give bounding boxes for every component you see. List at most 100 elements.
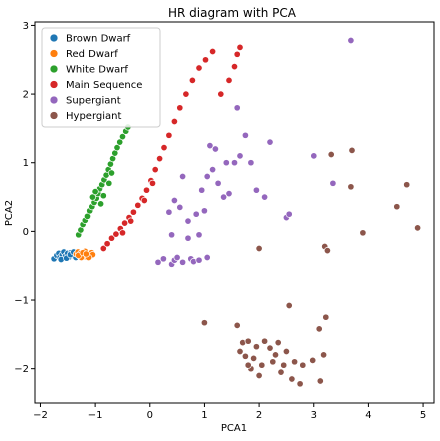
legend-label: Supergiant bbox=[66, 96, 121, 107]
data-point-supergiant bbox=[159, 255, 167, 263]
ticks-layer: −2 −1 0 1 2 3 4 5 −2 −1 0 1 2 3 bbox=[14, 21, 426, 421]
data-point-supergiant bbox=[179, 172, 187, 181]
data-point-supergiant bbox=[195, 231, 203, 239]
x-axis-label: PCA1 bbox=[221, 423, 247, 434]
data-point-supergiant bbox=[211, 145, 219, 153]
data-point-hypergiant bbox=[414, 224, 422, 232]
data-point-hypergiant bbox=[280, 361, 288, 369]
data-point-hypergiant bbox=[393, 203, 401, 211]
data-point-main-sequence bbox=[118, 229, 127, 237]
data-point-hypergiant bbox=[309, 356, 317, 364]
data-point-supergiant bbox=[225, 190, 233, 198]
data-point-main-sequence bbox=[225, 76, 233, 84]
data-point-main-sequence bbox=[99, 244, 107, 253]
data-point-main-sequence bbox=[127, 217, 135, 225]
data-point-supergiant bbox=[203, 253, 211, 262]
data-point-hypergiant bbox=[316, 377, 324, 385]
x-tick-label: 0 bbox=[147, 410, 153, 421]
data-point-main-sequence bbox=[188, 76, 196, 84]
data-point-supergiant bbox=[285, 210, 293, 218]
data-point-hypergiant bbox=[299, 361, 307, 369]
data-point-main-sequence bbox=[182, 90, 190, 98]
data-point-supergiant bbox=[176, 203, 184, 211]
data-point-hypergiant bbox=[266, 344, 274, 352]
data-point-hypergiant bbox=[296, 380, 304, 388]
data-point-white-dwarf bbox=[97, 200, 105, 208]
data-point-hypergiant bbox=[288, 375, 296, 383]
data-point-hypergiant bbox=[347, 183, 355, 191]
data-point-hypergiant bbox=[274, 339, 282, 347]
legend-marker bbox=[49, 95, 59, 105]
points-layer bbox=[50, 36, 422, 388]
data-point-supergiant bbox=[329, 179, 337, 187]
plot-frame bbox=[34, 21, 435, 404]
data-point-supergiant bbox=[230, 159, 239, 167]
legend-label: Hypergiant bbox=[66, 111, 121, 122]
data-point-supergiant bbox=[165, 208, 173, 216]
data-point-hypergiant bbox=[282, 347, 290, 356]
data-point-main-sequence bbox=[233, 50, 241, 58]
data-point-hypergiant bbox=[285, 301, 293, 310]
legend-marker bbox=[49, 64, 59, 74]
data-point-main-sequence bbox=[148, 179, 157, 187]
data-point-hypergiant bbox=[403, 181, 411, 189]
legend: Brown Dwarf Red Dwarf White Dwarf Main Sequ… bbox=[41, 27, 161, 128]
x-tick-label: 5 bbox=[420, 410, 426, 421]
x-tick-label: 2 bbox=[256, 410, 262, 421]
x-tick-label: −1 bbox=[88, 410, 103, 421]
data-point-hypergiant bbox=[255, 371, 263, 380]
data-point-hypergiant bbox=[348, 146, 356, 154]
data-point-white-dwarf bbox=[99, 192, 107, 200]
data-point-white-dwarf bbox=[116, 138, 124, 146]
legend-label: White Dwarf bbox=[66, 65, 128, 76]
data-point-hypergiant bbox=[255, 244, 263, 253]
data-point-supergiant bbox=[220, 193, 228, 201]
data-point-supergiant bbox=[214, 179, 222, 187]
data-point-supergiant bbox=[170, 196, 178, 205]
data-point-main-sequence bbox=[195, 64, 203, 72]
data-point-main-sequence bbox=[236, 43, 244, 51]
legend-label: Red Dwarf bbox=[66, 49, 118, 60]
data-point-main-sequence bbox=[165, 131, 173, 139]
legend-marker bbox=[49, 49, 59, 58]
data-point-hypergiant bbox=[250, 354, 258, 362]
data-point-supergiant bbox=[200, 207, 208, 215]
data-point-supergiant bbox=[252, 186, 260, 194]
data-point-supergiant bbox=[209, 166, 217, 174]
data-point-hypergiant bbox=[200, 319, 208, 327]
data-point-main-sequence bbox=[151, 166, 159, 174]
data-point-main-sequence bbox=[230, 63, 239, 71]
data-point-supergiant bbox=[241, 131, 249, 139]
data-point-white-dwarf bbox=[118, 133, 127, 141]
x-tick-label: −2 bbox=[33, 410, 48, 421]
data-point-main-sequence bbox=[160, 144, 168, 152]
data-point-main-sequence bbox=[112, 230, 120, 238]
data-point-main-sequence bbox=[103, 240, 111, 248]
data-point-supergiant bbox=[198, 186, 206, 194]
data-point-white-dwarf bbox=[107, 169, 116, 177]
data-point-main-sequence bbox=[170, 117, 178, 126]
data-point-hypergiant bbox=[241, 352, 249, 360]
data-point-supergiant bbox=[206, 142, 214, 150]
data-point-supergiant bbox=[261, 193, 269, 201]
data-point-hypergiant bbox=[236, 347, 244, 356]
x-tick-label: 1 bbox=[201, 410, 207, 421]
data-point-hypergiant bbox=[291, 358, 299, 366]
data-point-main-sequence bbox=[217, 90, 225, 98]
y-tick-label: 3 bbox=[23, 21, 29, 32]
data-point-main-sequence bbox=[121, 219, 129, 227]
y-tick-label: 0 bbox=[23, 227, 29, 238]
data-point-hypergiant bbox=[271, 351, 280, 359]
x-tick-label: 3 bbox=[311, 410, 317, 421]
y-tick-label: 1 bbox=[23, 158, 29, 169]
x-tick-label: 4 bbox=[365, 410, 371, 421]
data-point-main-sequence bbox=[176, 104, 184, 112]
data-point-main-sequence bbox=[142, 186, 151, 194]
y-axis-label: PCA2 bbox=[4, 200, 15, 226]
data-point-white-dwarf bbox=[88, 193, 96, 201]
data-point-hypergiant bbox=[322, 313, 330, 321]
data-point-supergiant bbox=[184, 217, 192, 225]
y-tick-label: −2 bbox=[14, 364, 29, 375]
data-point-supergiant bbox=[192, 210, 200, 218]
data-point-main-sequence bbox=[107, 234, 116, 242]
